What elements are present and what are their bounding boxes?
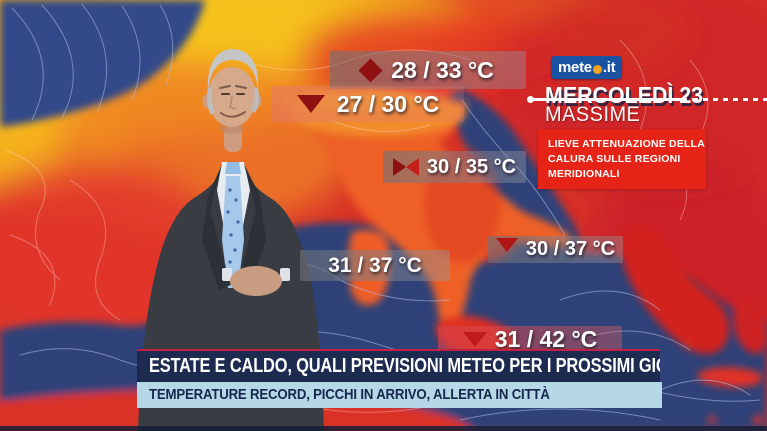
metric-title: MASSIME [545,103,641,126]
subheadline-text: TEMPERATURE RECORD, PICCHI IN ARRIVO, AL… [149,386,550,403]
divider-line [527,96,767,104]
day-title: MERCOLEDÌ 23 [545,82,704,108]
temp-label-south-adriatic: 30 / 37 °C [488,236,623,263]
logo-text-pre: mete [558,59,592,76]
headline-text: ESTATE E CALDO, QUALI PREVISIONI METEO P… [149,355,660,377]
temp-value: 30 / 35 °C [426,155,517,178]
alert-line: MERIDIONALI [548,168,620,180]
alert-box: LIEVE ATTENUAZIONE DELLA CALURA SULLE RE… [538,129,706,189]
temp-value: 31 / 37 °C [328,253,422,277]
logo-dot-icon [592,65,602,74]
sea-biscay [0,0,205,127]
temp-value: 30 / 37 °C [525,238,616,260]
temp-value: 31 / 42 °C [494,325,598,352]
triangle-down-icon [495,237,518,252]
meteo-it-logo: mete .it [551,56,623,79]
triangle-down-icon [462,331,487,347]
temp-label-sicily: 31 / 42 °C [438,326,622,352]
temp-value: 27 / 30 °C [336,90,440,117]
land-crete [697,367,763,388]
temp-value: 28 / 33 °C [391,56,494,83]
temp-label-north-east: 28 / 33 °C [330,51,526,89]
temp-label-sardinia: 31 / 37 °C [300,250,450,281]
logo-text-suf: .it [602,59,616,76]
temp-label-north-west: 27 / 30 °C [272,86,464,122]
temp-label-center: 30 / 35 °C [383,151,526,183]
triangle-down-icon [296,95,325,113]
subheadline-bar: TEMPERATURE RECORD, PICCHI IN ARRIVO, AL… [137,382,662,408]
alert-line: LIEVE ATTENUAZIONE DELLA [548,138,706,150]
diamond-icon [358,57,383,83]
alert-line: CALURA SULLE REGIONI [548,153,681,165]
double-triangle-icon [392,158,419,176]
land-greece [620,226,729,354]
headline-bar: ESTATE E CALDO, QUALI PREVISIONI METEO P… [137,349,660,382]
